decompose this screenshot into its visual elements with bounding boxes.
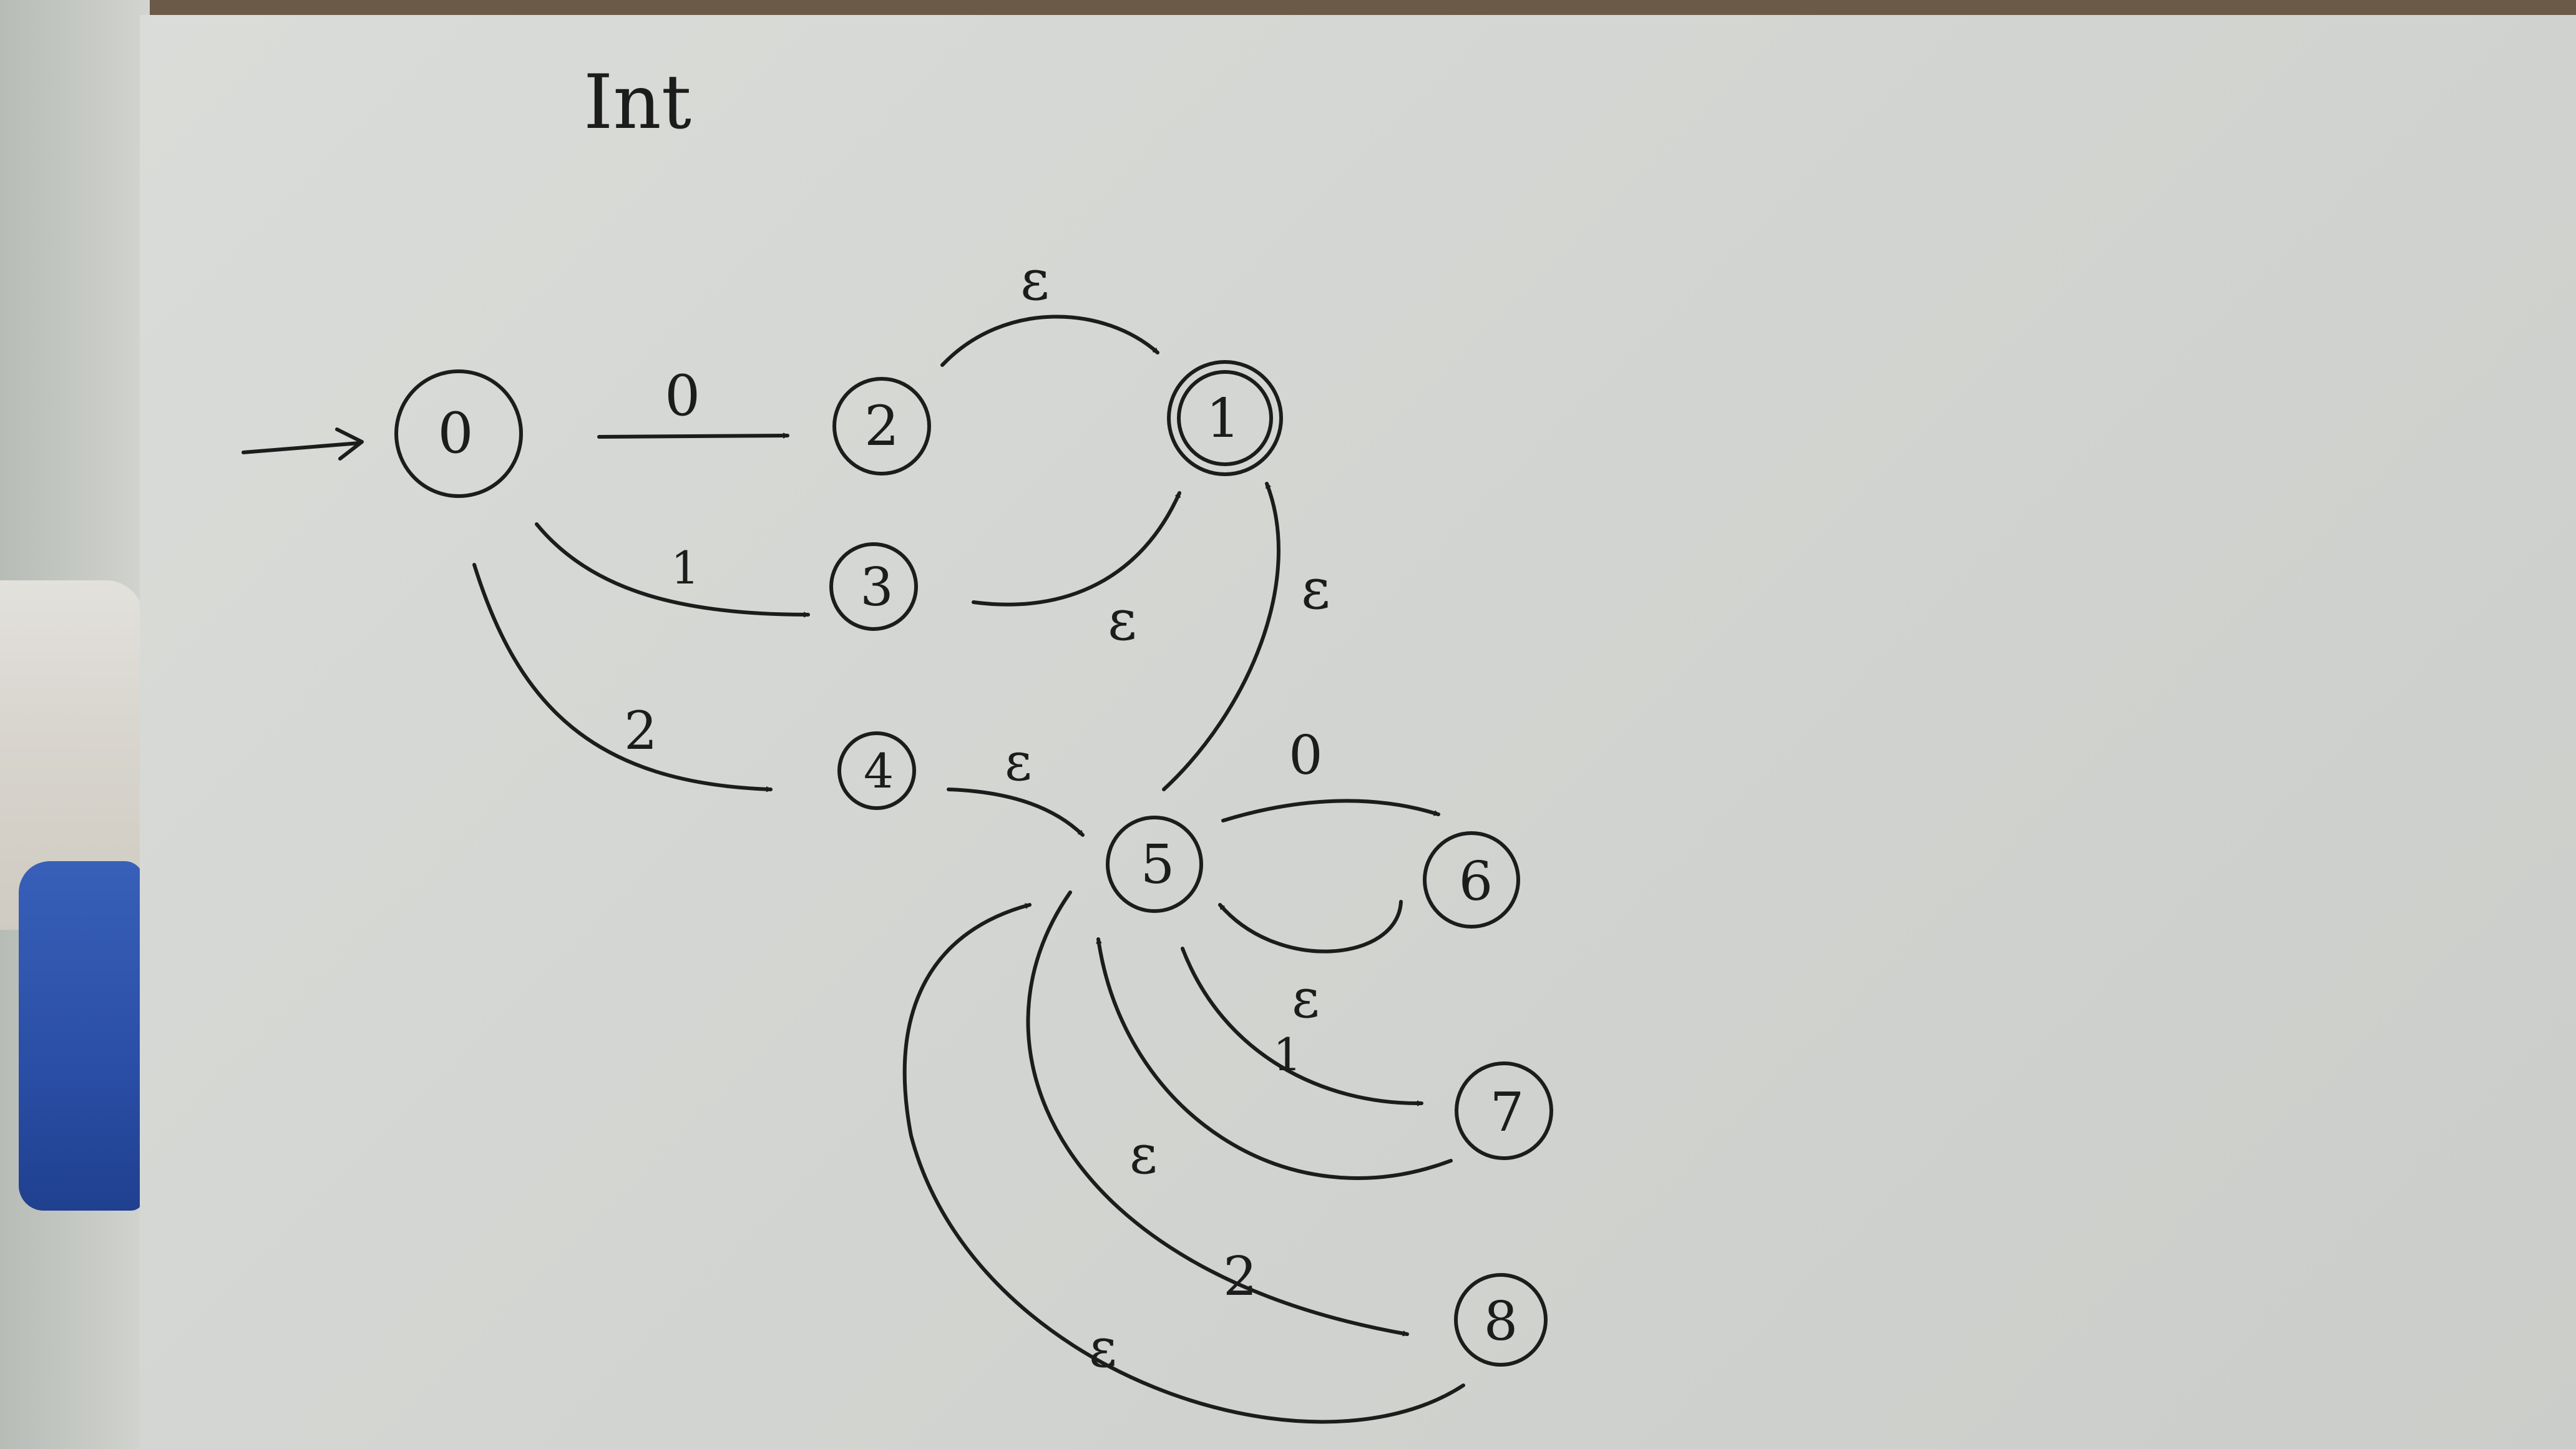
svg-text:7: 7: [1490, 1081, 1525, 1144]
svg-text:4: 4: [864, 743, 894, 799]
transition-5-6: [1221, 799, 1440, 822]
state-7: 7: [1455, 1061, 1553, 1160]
transition-0-4: [472, 563, 773, 789]
svg-text:5: 5: [1141, 834, 1175, 896]
diagram-title: Int: [583, 59, 691, 146]
svg-text:6: 6: [1459, 851, 1493, 913]
label-5-8: 2: [1223, 1246, 1257, 1308]
transition-5-8: [1026, 890, 1409, 1334]
label-5-6: 0: [1289, 724, 1323, 787]
state-5: 5: [1106, 816, 1203, 913]
label-7-5: ε: [1129, 1124, 1158, 1186]
svg-text:3: 3: [860, 557, 893, 618]
transition-3-1: [972, 491, 1181, 607]
label-8-5: ε: [1089, 1317, 1117, 1380]
paper-sheet: [140, 15, 2576, 1449]
transition-7-5: [1098, 937, 1453, 1180]
state-6: 6: [1423, 831, 1520, 929]
label-0-4: 2: [624, 700, 657, 761]
transition-5-7: [1181, 947, 1423, 1103]
label-0-2: 0: [665, 363, 700, 429]
state-4: 4: [837, 731, 916, 810]
label-0-3: 1: [671, 542, 700, 594]
state-2: 2: [832, 377, 931, 476]
start-arrow: [242, 427, 364, 461]
label-4-5: ε: [1005, 731, 1032, 793]
transition-0-2: [597, 436, 789, 439]
desk-edge: [0, 0, 2576, 15]
svg-text:2: 2: [864, 394, 899, 458]
label-5-7: 1: [1273, 1028, 1302, 1081]
transition-2-1: [940, 315, 1159, 367]
state-8: 8: [1454, 1273, 1548, 1367]
transition-6-5: [1218, 900, 1403, 954]
label-6-5: ε: [1292, 968, 1320, 1030]
state-0: 0: [394, 369, 523, 498]
label-2-1: ε: [1020, 248, 1050, 313]
label-3-1: ε: [1108, 588, 1137, 653]
transition-0-3: [535, 522, 810, 615]
svg-text:0: 0: [437, 401, 473, 466]
label-5-1: ε: [1301, 557, 1330, 622]
transition-4-5: [947, 788, 1085, 837]
transition-5-1: [1162, 482, 1281, 791]
transition-8-5: [902, 903, 1465, 1424]
state-1: 1: [1167, 360, 1283, 476]
sleeve-blue: [19, 861, 144, 1211]
svg-text:1: 1: [1206, 388, 1241, 450]
state-3: 3: [829, 542, 918, 631]
svg-text:8: 8: [1484, 1290, 1518, 1353]
